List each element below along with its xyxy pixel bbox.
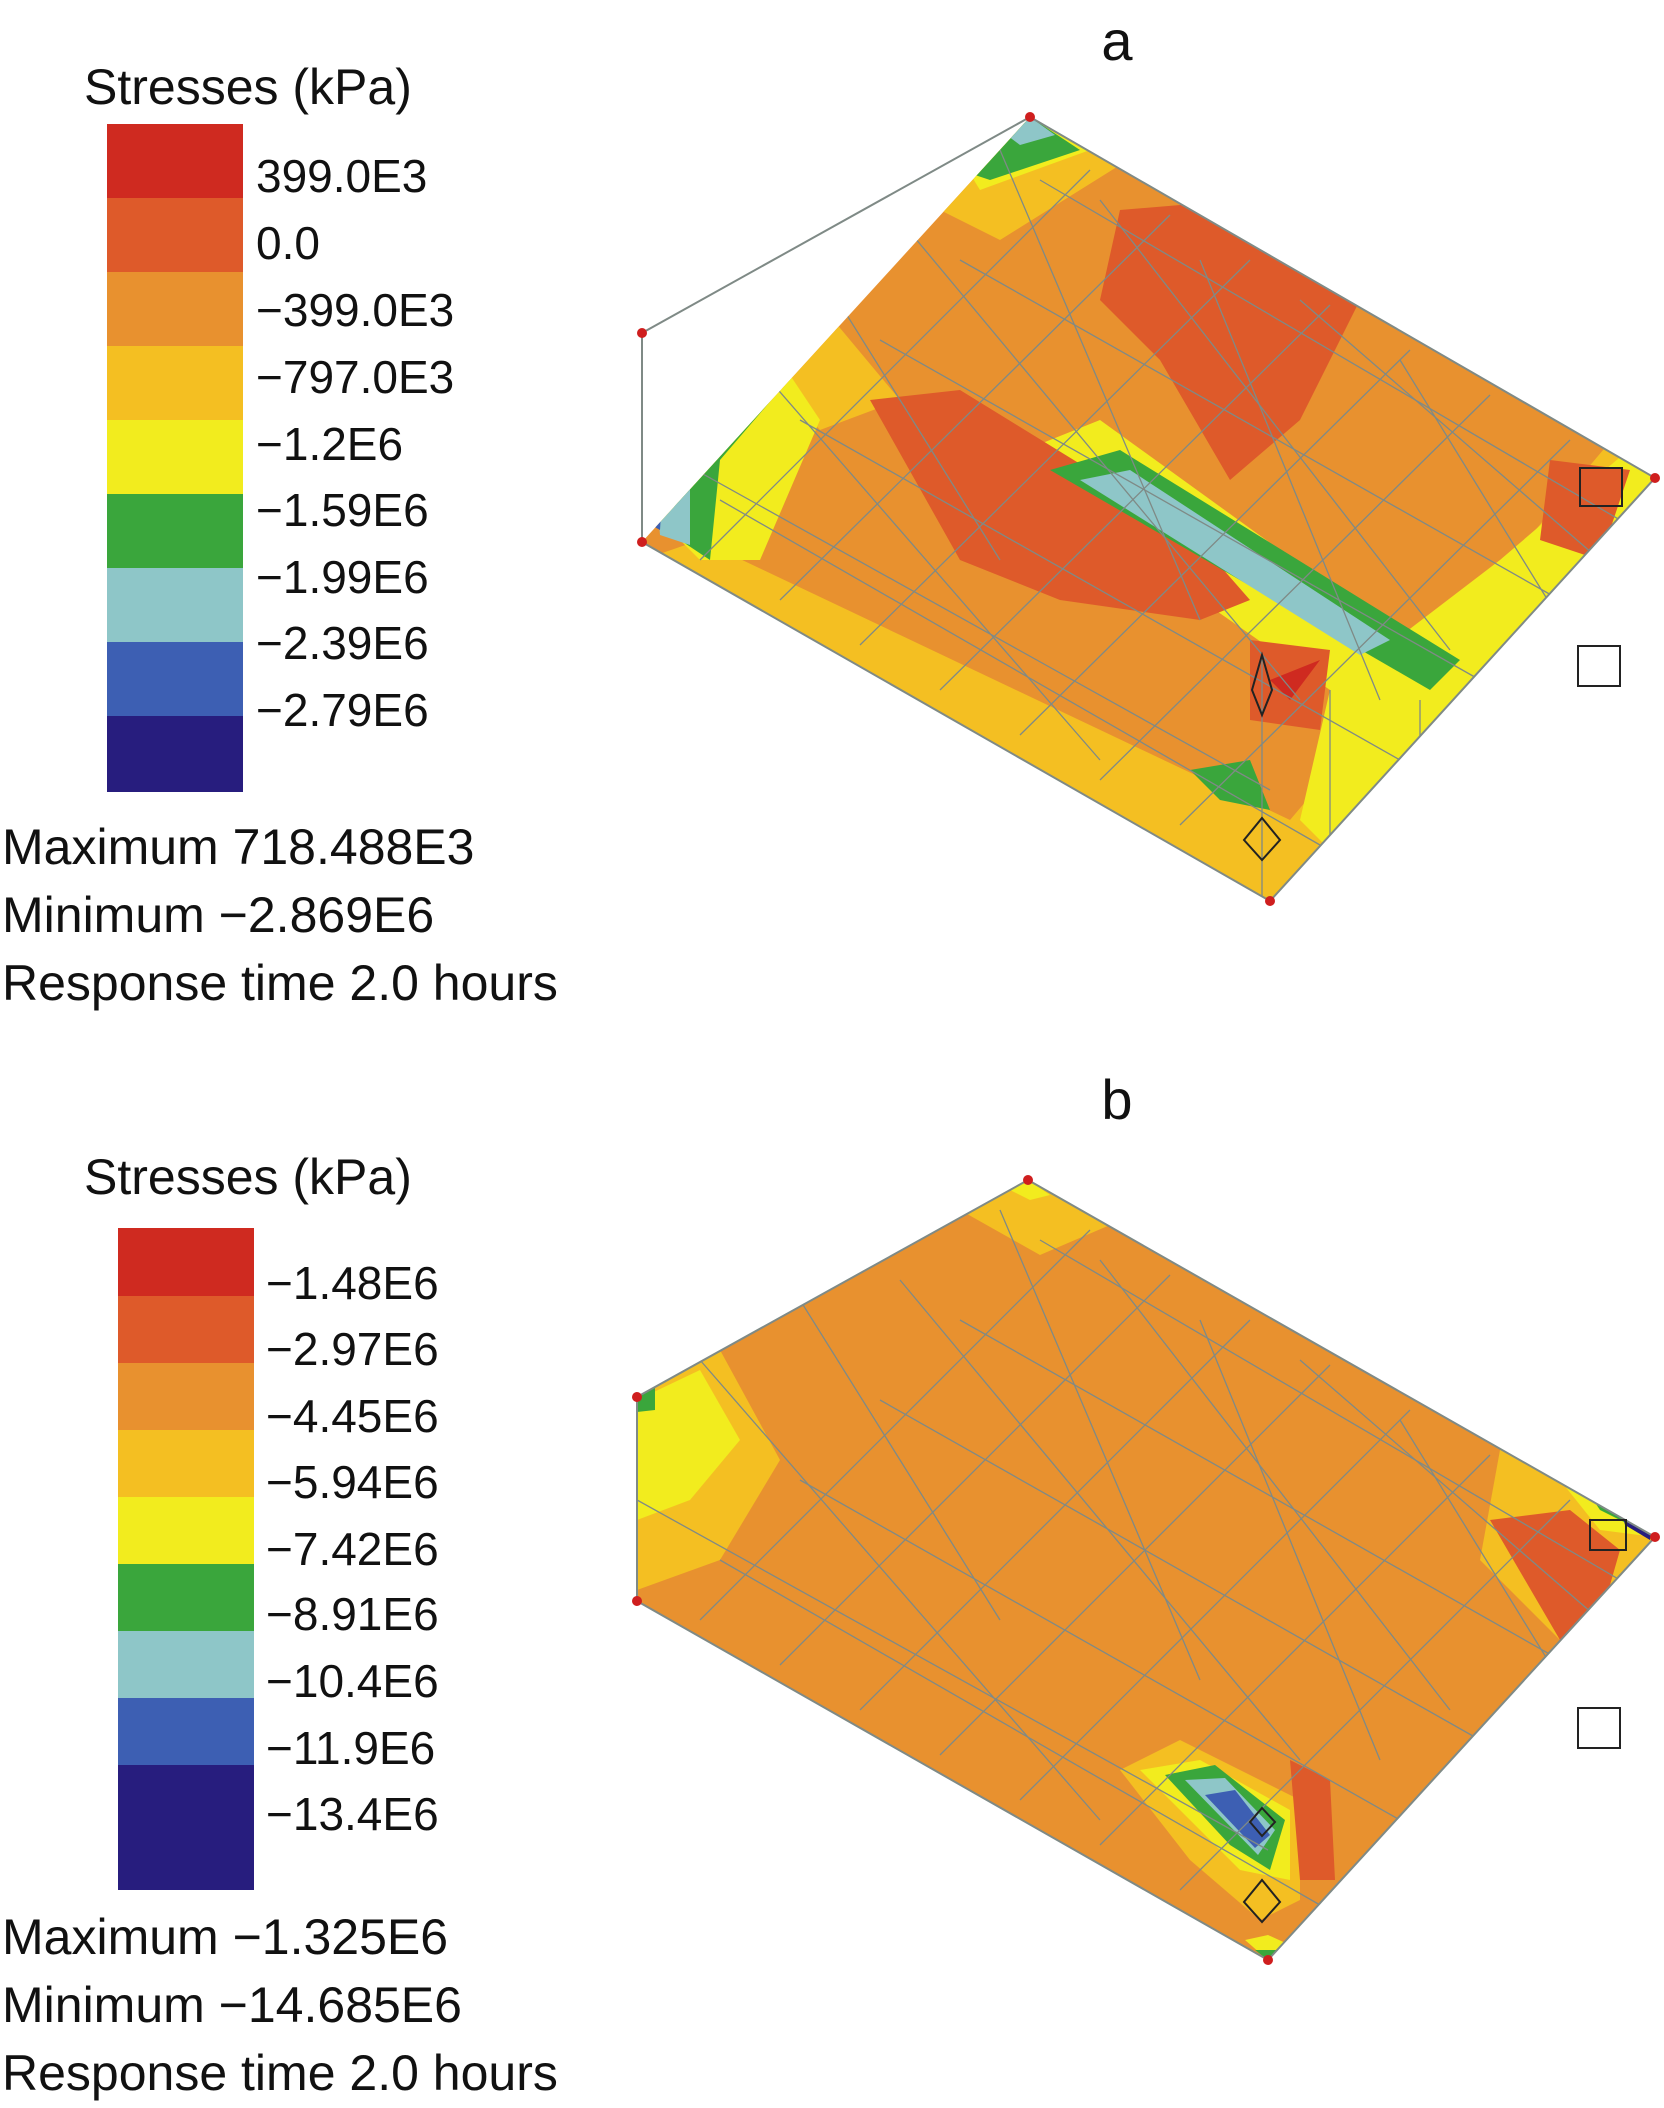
panel-b-zone: [1490, 1510, 1620, 1640]
panel-b-zone: [637, 1370, 740, 1520]
panel-b-mesh: [637, 1209, 1621, 1906]
legend-a-tick: 0.0: [256, 217, 320, 269]
legend-a-band: [107, 642, 243, 716]
legend-b-tick: −7.42E6: [266, 1523, 439, 1575]
panel-b-nodes: [632, 1175, 1660, 1965]
legend-a-band: [107, 494, 243, 568]
legend-b-tick: −10.4E6: [266, 1655, 439, 1707]
panel-a-label: a: [1101, 9, 1133, 72]
panel-a-zone: [642, 325, 690, 405]
legend-a-band: [107, 346, 243, 420]
legend-a-band: [107, 124, 243, 198]
legend-b-band: [118, 1296, 254, 1363]
legend-b-band: [118, 1430, 254, 1497]
panel-a-zone: [1580, 640, 1625, 690]
legend-a-title: Stresses (kPa): [84, 59, 412, 115]
legend-b-band: [118, 1765, 254, 1890]
panel-a-zone: [1190, 760, 1270, 810]
panel-a-zone: [1270, 660, 1320, 700]
panel-b-maximum: Maximum −1.325E6: [2, 1909, 449, 1965]
legend-b-tick: −13.4E6: [266, 1788, 439, 1840]
legend-b-band: [118, 1631, 254, 1698]
legend-b-tick: −1.48E6: [266, 1257, 439, 1309]
legend-b-tick: −11.9E6: [266, 1722, 436, 1774]
legend-b-tick: −4.45E6: [266, 1390, 439, 1442]
panel-b-zone: [1245, 1935, 1290, 1960]
panel-a-maximum: Maximum 718.488E3: [2, 819, 475, 875]
panel-b-stress-contour-model: [632, 1175, 1660, 1965]
panel-b-outline: [636, 1179, 1657, 1962]
panel-a-nodes: [637, 112, 1660, 906]
panel-b-zone: [1205, 1790, 1270, 1848]
legend-a-band: [107, 272, 243, 346]
panel-a-mesh: [642, 149, 1621, 900]
panel-b-markers: [1242, 1519, 1627, 1924]
panel-a-outline: [641, 116, 1657, 903]
legend-a-band: [107, 198, 243, 272]
panel-a-markers: [1242, 467, 1623, 862]
legend-b-band: [118, 1564, 254, 1631]
legend-b-band: [118, 1497, 254, 1564]
legend-a-band: [107, 568, 243, 642]
legend-b-title: Stresses (kPa): [84, 1149, 412, 1205]
legend-b-band: [118, 1228, 254, 1296]
legend-a-tick: −2.39E6: [256, 617, 429, 669]
legend-b-tick: −5.94E6: [266, 1456, 439, 1508]
panel-b-label: b: [1101, 1068, 1133, 1131]
legend-b-tick: −8.91E6: [266, 1588, 439, 1640]
legend-a-tick: −1.2E6: [256, 418, 404, 470]
panel-a-minimum: Minimum −2.869E6: [2, 887, 435, 943]
panel-a-stress-contour-model: [637, 112, 1660, 906]
panel-b-minimum: Minimum −14.685E6: [2, 1977, 462, 2033]
panel-b-zone: [1290, 1760, 1335, 1880]
legend-a-tick: −1.99E6: [256, 551, 429, 603]
legend-a-tick: 399.0E3: [256, 150, 428, 202]
legend-a-colorbar: [107, 124, 243, 792]
legend-a-band: [107, 716, 243, 792]
panel-a-zone: [1000, 117, 1055, 145]
panel-a-response-time: Response time 2.0 hours: [2, 955, 558, 1011]
panel-b-response-time: Response time 2.0 hours: [2, 2045, 558, 2101]
legend-b-band: [118, 1698, 254, 1765]
panel-b-body: [637, 1180, 1655, 1960]
legend-a-tick: −797.0E3: [256, 351, 455, 403]
legend-a-tick: −2.79E6: [256, 684, 429, 736]
legend-a-tick: −399.0E3: [256, 284, 455, 336]
panel-b-zone: [960, 1180, 1110, 1255]
legend-b-band: [118, 1363, 254, 1430]
legend-b-colorbar: [118, 1228, 254, 1890]
panel-a-zone: [1080, 470, 1390, 655]
panel-a-zone: [870, 390, 1250, 620]
legend-a-tick: −1.59E6: [256, 484, 429, 536]
legend-a-band: [107, 420, 243, 494]
legend-b-tick: −2.97E6: [266, 1323, 439, 1375]
